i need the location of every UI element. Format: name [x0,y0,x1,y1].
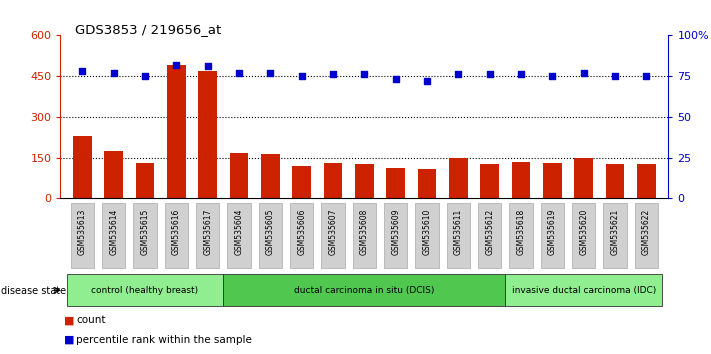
Bar [512,161,530,198]
FancyBboxPatch shape [102,203,125,268]
Point [139,73,151,79]
Text: GSM535606: GSM535606 [297,209,306,255]
Bar [136,163,154,198]
FancyBboxPatch shape [228,203,251,268]
FancyBboxPatch shape [290,203,314,268]
FancyBboxPatch shape [259,203,282,268]
Point [578,70,589,76]
Point [108,70,119,76]
Text: GSM535615: GSM535615 [141,209,149,255]
Text: ■: ■ [64,335,75,345]
Point [547,73,558,79]
FancyBboxPatch shape [321,203,345,268]
Bar [292,166,311,198]
Text: GSM535618: GSM535618 [517,209,525,255]
FancyBboxPatch shape [540,203,564,268]
FancyBboxPatch shape [478,203,501,268]
Point [641,73,652,79]
Text: GSM535610: GSM535610 [422,209,432,255]
Bar [543,163,562,198]
FancyBboxPatch shape [415,203,439,268]
Point [296,73,307,79]
FancyBboxPatch shape [509,203,533,268]
Point [422,78,433,84]
Text: GSM535619: GSM535619 [548,209,557,255]
Point [171,62,182,68]
Text: ductal carcinoma in situ (DCIS): ductal carcinoma in situ (DCIS) [294,286,434,295]
Text: GSM535605: GSM535605 [266,209,275,255]
Bar [637,164,656,198]
Text: GSM535609: GSM535609 [391,209,400,255]
Bar [449,158,468,198]
Bar [105,151,123,198]
FancyBboxPatch shape [572,203,596,268]
Text: GSM535617: GSM535617 [203,209,212,255]
FancyBboxPatch shape [223,274,506,306]
Bar [355,164,374,198]
Text: percentile rank within the sample: percentile rank within the sample [76,335,252,345]
Text: control (healthy breast): control (healthy breast) [92,286,198,295]
Text: GSM535612: GSM535612 [485,209,494,255]
Text: ■: ■ [64,315,75,325]
Text: GSM535616: GSM535616 [172,209,181,255]
Text: GSM535608: GSM535608 [360,209,369,255]
FancyBboxPatch shape [67,274,223,306]
Bar [73,136,92,198]
Text: count: count [76,315,105,325]
FancyBboxPatch shape [353,203,376,268]
Text: GSM535620: GSM535620 [579,209,588,255]
FancyBboxPatch shape [384,203,407,268]
Point [390,76,402,82]
Text: GSM535613: GSM535613 [78,209,87,255]
Bar [606,164,624,198]
Text: GSM535604: GSM535604 [235,209,244,255]
Text: GSM535611: GSM535611 [454,209,463,255]
Text: GDS3853 / 219656_at: GDS3853 / 219656_at [75,23,221,36]
FancyBboxPatch shape [70,203,94,268]
Text: GSM535614: GSM535614 [109,209,118,255]
Bar [167,65,186,198]
Text: GSM535621: GSM535621 [611,209,619,255]
Point [202,63,213,69]
Bar [324,163,343,198]
Point [327,72,338,77]
Point [77,68,88,74]
FancyBboxPatch shape [604,203,627,268]
FancyBboxPatch shape [447,203,470,268]
Text: GSM535607: GSM535607 [328,209,338,255]
Point [264,70,276,76]
Text: invasive ductal carcinoma (IDC): invasive ductal carcinoma (IDC) [512,286,656,295]
Bar [261,154,280,198]
Bar [386,169,405,198]
Point [609,73,621,79]
Bar [481,164,499,198]
Point [233,70,245,76]
Point [484,72,496,77]
FancyBboxPatch shape [506,274,662,306]
Bar [574,158,593,198]
Bar [198,71,217,198]
Bar [417,169,437,198]
Point [453,72,464,77]
Text: disease state: disease state [1,286,67,296]
FancyBboxPatch shape [133,203,157,268]
Bar [230,154,248,198]
Point [359,72,370,77]
FancyBboxPatch shape [165,203,188,268]
FancyBboxPatch shape [196,203,220,268]
Point [515,72,527,77]
FancyBboxPatch shape [635,203,658,268]
Text: GSM535622: GSM535622 [642,209,651,255]
